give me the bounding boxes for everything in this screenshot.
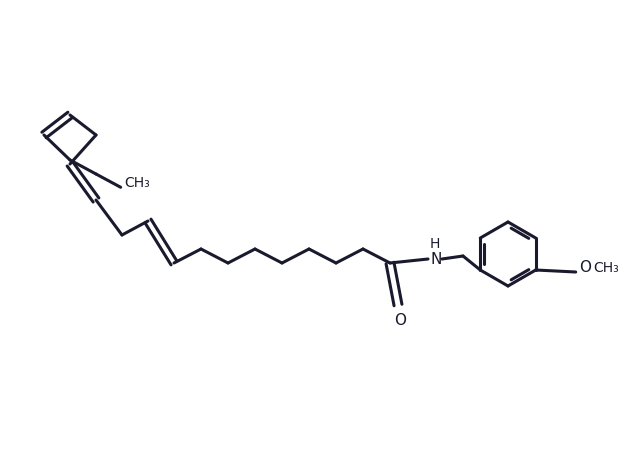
Text: CH₃: CH₃ xyxy=(594,261,620,275)
Text: O: O xyxy=(579,260,591,275)
Text: O: O xyxy=(394,313,406,328)
Text: N: N xyxy=(430,251,442,266)
Text: H: H xyxy=(430,237,440,251)
Text: CH₃: CH₃ xyxy=(125,176,150,190)
